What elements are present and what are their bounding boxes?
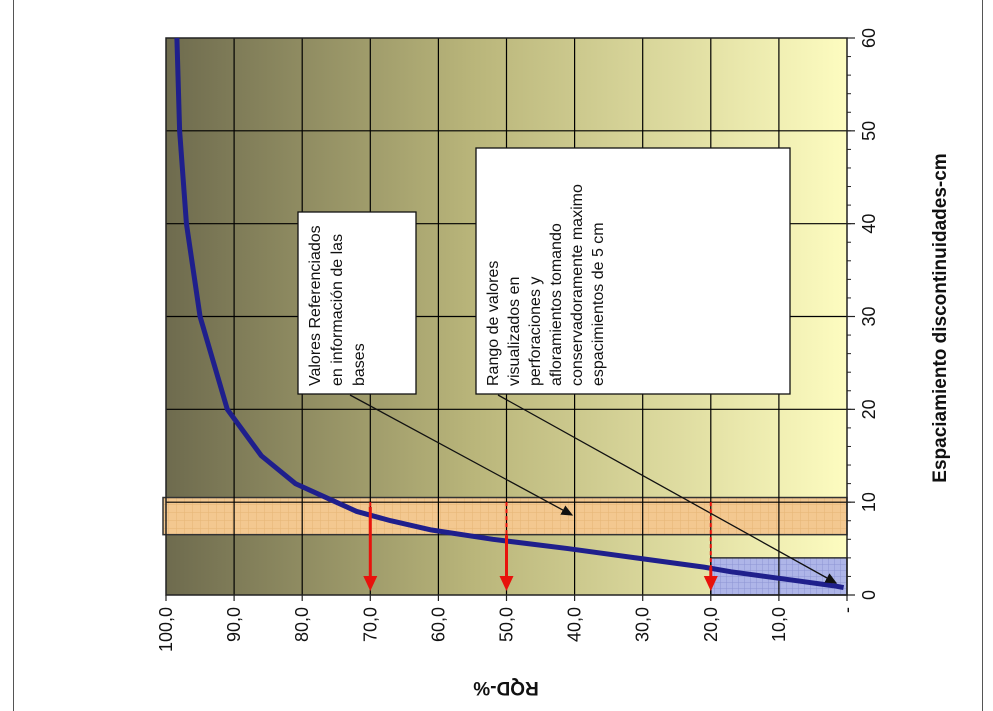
annotation-leader-lines: [349, 394, 838, 584]
page-border-left: [13, 0, 14, 711]
rqd-curve: [174, 37, 845, 591]
annotation-line: Rango de valores: [485, 261, 502, 386]
annotation-line: en información de las: [329, 234, 346, 386]
y-tick-label: 20,0: [701, 607, 721, 642]
annotation-line: espacimientos de 5 cm: [590, 222, 607, 386]
annotation-boxes: Valores Referenciados en información de l…: [297, 147, 791, 395]
y-tick-label: 40,0: [565, 607, 585, 642]
annotation-box: [475, 147, 791, 395]
leader-line-range: [497, 394, 838, 584]
page-border-right: [982, 0, 983, 711]
y-tick-label: 60,0: [428, 607, 448, 642]
marker-arrow-head: [499, 576, 514, 591]
y-tick-label: 30,0: [633, 607, 653, 642]
marker-arrow-head: [363, 576, 378, 591]
annotation-box: [297, 211, 417, 395]
y-tick-label: 70,0: [360, 607, 380, 642]
marker-arrow-head: [703, 576, 718, 591]
y-axis-ticks: - 10,0 20,0 30,0 40,0 50,0 60,0 70,0 80,0 90,0 100…: [156, 595, 857, 652]
x-tick-label: 40: [859, 214, 879, 234]
reference-range-band: [162, 496, 848, 536]
annotation-line: conservadoramente maximo: [569, 184, 586, 386]
rqd-markers: [363, 502, 718, 591]
annotation-line: perforaciones y: [527, 277, 544, 386]
x-tick-label: 30: [859, 306, 879, 326]
x-axis-title: Espaciamiento discontinuidades-cm: [930, 153, 951, 482]
y-tick-label: 10,0: [769, 607, 789, 642]
y-axis-title: RQD-%: [473, 677, 539, 698]
x-tick-label: 20: [859, 399, 879, 419]
x-tick-label: 50: [859, 121, 879, 141]
x-tick-label: 60: [859, 28, 879, 48]
annotation-line: Valores Referenciados: [307, 225, 324, 386]
x-tick-label: 10: [859, 492, 879, 512]
y-tick-label: 90,0: [224, 607, 244, 642]
x-axis-ticks: 0 10 20 30 40 50 60: [847, 28, 879, 600]
x-tick-label: 0: [859, 590, 879, 600]
annotation-line: bases: [351, 343, 368, 386]
y-tick-label: 50,0: [497, 607, 517, 642]
annotation-line: afloramientos tomando: [548, 223, 565, 386]
annotation-line: visualizados en: [506, 277, 523, 386]
y-tick-label: 80,0: [292, 607, 312, 642]
rqd-curve-line: [174, 37, 845, 591]
y-tick-label: 100,0: [156, 607, 176, 652]
y-tick-label: -: [837, 607, 857, 613]
leader-line-reference: [349, 394, 574, 516]
